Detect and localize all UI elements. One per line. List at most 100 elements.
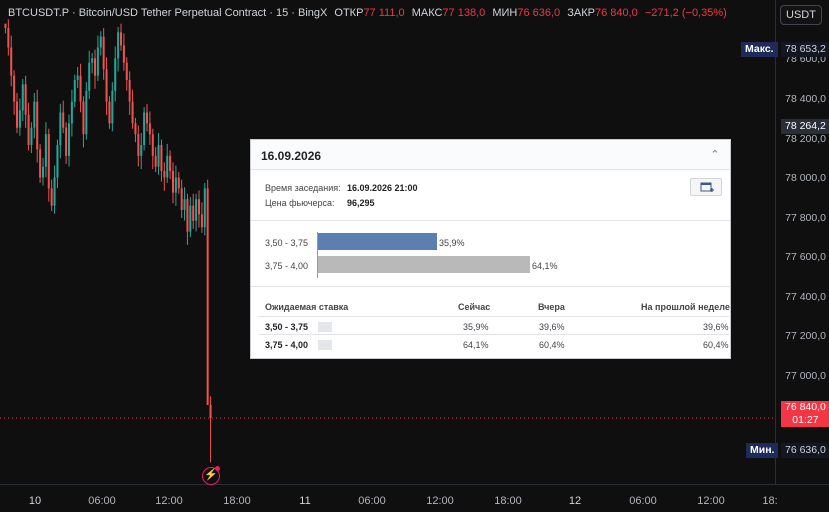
x-tick: 12:00 [426, 495, 454, 507]
high-label: МАКС [411, 7, 443, 19]
close-value: 76 840,0 [594, 7, 638, 19]
low-label: МИН [492, 7, 518, 19]
y-tick: 77 800,0 [785, 212, 826, 224]
candle-body [192, 205, 195, 221]
y-tick: 77 000,0 [785, 370, 826, 382]
table-cell-yesterday: 60,4% [539, 340, 565, 350]
candle-body [62, 112, 65, 128]
currency-button[interactable]: USDT [780, 5, 822, 25]
candle-body [82, 101, 85, 135]
candle-body [154, 155, 157, 167]
max-label: Макс. [741, 42, 778, 57]
candle-body [189, 205, 192, 232]
table-cell-rate: 3,75 - 4,00 [265, 340, 309, 350]
candle-body [56, 145, 59, 178]
open-value: 77 111,0 [363, 7, 405, 19]
close-label: ЗАКР [567, 7, 595, 19]
candle-body [163, 171, 166, 178]
candle-body [111, 90, 114, 124]
y-tick: 78 400,0 [785, 93, 826, 105]
candlestick-plot[interactable] [0, 0, 775, 484]
candle-body [36, 101, 39, 150]
chevron-up-icon[interactable]: ⌃ [710, 149, 720, 161]
price-axis[interactable]: 78 600,0 78 400,0 78 200,0 78 000,0 77 8… [775, 0, 829, 484]
crosshair-price: 78 264,2 [781, 119, 829, 134]
current-price-badge: 76 840,0 01:27 [781, 401, 829, 427]
low-value: 76 636,0 [517, 7, 561, 19]
current-price: 76 840,0 [785, 401, 826, 413]
candle-body [85, 90, 88, 135]
lightning-event-icon[interactable]: ⚡ [202, 467, 220, 485]
table-divider [259, 316, 729, 317]
x-tick: 18:00 [223, 495, 251, 507]
candle-body [125, 62, 128, 80]
candle-body [76, 75, 79, 80]
min-label: Мин. [746, 443, 779, 458]
candle-body [108, 101, 111, 124]
high-value: 77 138,0 [442, 7, 486, 19]
candle-body [39, 149, 42, 178]
price-chart[interactable] [0, 0, 775, 484]
candle-body [137, 134, 140, 156]
symbol-title[interactable]: BTCUSDT.P · Bitcoin/USD Tether Perpetual… [8, 7, 328, 19]
candle-body [4, 23, 7, 28]
candle-body [18, 110, 21, 128]
candle-body [105, 69, 108, 102]
bar-value: 35,9% [439, 238, 465, 248]
candle-body [21, 84, 24, 111]
session-row: Время заседания: 16.09.2026 21:00 [265, 183, 418, 193]
x-tick: 06:00 [358, 495, 386, 507]
x-tick: 10 [28, 495, 42, 507]
candle-body [119, 32, 123, 46]
table-cell-last-week: 60,4% [703, 340, 729, 350]
x-tick: 18:00 [494, 495, 522, 507]
table-cell-rate: 3,50 - 3,75 [265, 322, 309, 332]
candle-body [59, 112, 62, 145]
bar-label: 3,50 - 3,75 [265, 238, 309, 248]
candle-body [166, 155, 169, 178]
table-cell-now: 35,9% [463, 322, 489, 332]
x-tick: 12:00 [155, 495, 183, 507]
x-tick: 12 [568, 495, 582, 507]
y-tick: 77 600,0 [785, 251, 826, 263]
trend-chart-icon [318, 322, 332, 332]
x-tick: 12:00 [697, 495, 725, 507]
divider [251, 286, 730, 287]
candle-body [197, 199, 201, 215]
max-value: 78 653,2 [781, 42, 829, 57]
divider [251, 220, 730, 221]
popup-date: 16.09.2026 [261, 149, 322, 163]
candle-body [27, 114, 30, 145]
candle-body [200, 214, 203, 228]
col-header-now: Сейчас [458, 302, 491, 312]
candle-body [160, 145, 163, 171]
futures-value: 96,295 [347, 198, 375, 208]
col-header-yesterday: Вчера [538, 302, 565, 312]
candle-body [151, 134, 154, 156]
add-to-calendar-button[interactable] [690, 178, 722, 196]
bar-label: 3,75 - 4,00 [265, 261, 309, 271]
candle-body [102, 36, 105, 70]
candle-body [186, 199, 189, 232]
candle-body [93, 58, 97, 76]
candle-body [209, 405, 212, 418]
x-tick: 06:00 [88, 495, 116, 507]
candle-body [183, 199, 186, 210]
table-cell-yesterday: 39,6% [539, 322, 565, 332]
col-header-rate: Ожидаемая ставка [265, 302, 349, 312]
candle-body [117, 32, 120, 59]
col-header-last-week: На прошлой неделе [641, 302, 730, 312]
probability-bar [318, 256, 530, 273]
table-cell-now: 64,1% [463, 340, 489, 350]
candle-body [13, 75, 16, 102]
candle-body [10, 47, 13, 76]
min-value: 76 636,0 [781, 443, 829, 458]
session-value: 16.09.2026 21:00 [347, 183, 418, 193]
calendar-add-icon [700, 182, 714, 192]
candle-body [169, 155, 172, 171]
time-axis-line [0, 484, 829, 485]
bar-value: 64,1% [532, 261, 558, 271]
candle-body [143, 112, 146, 145]
candle-body [96, 47, 99, 76]
candle-body [206, 188, 209, 405]
